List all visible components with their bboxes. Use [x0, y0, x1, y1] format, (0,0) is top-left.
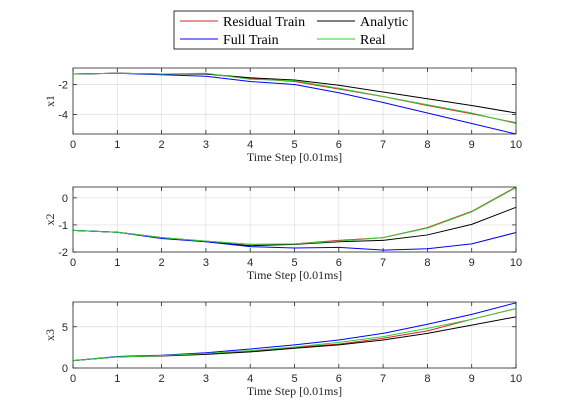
series-line-full-train — [72, 229, 517, 251]
x-tick-label: 0 — [70, 257, 76, 269]
x-tick-label: 6 — [336, 139, 342, 151]
x-tick-label: 4 — [247, 257, 253, 269]
x-tick-label: 2 — [159, 139, 165, 151]
x-tick-label: 7 — [380, 257, 386, 269]
legend-label-residual-train: Residual Train — [223, 15, 305, 30]
x-tick-label: 1 — [114, 139, 120, 151]
x-tick-label: 1 — [114, 373, 120, 385]
x-tick-label: 9 — [469, 257, 475, 269]
x-tick-label: 10 — [510, 373, 522, 385]
y-axis-label: x3 — [43, 329, 57, 341]
x-tick-label: 5 — [291, 373, 297, 385]
legend-box — [173, 10, 414, 50]
y-tick-label: 5 — [62, 322, 68, 334]
x-tick-label: 9 — [469, 139, 475, 151]
y-axis-label: x1 — [43, 95, 57, 107]
legend-label-real: Real — [360, 33, 386, 48]
x-tick-label: 7 — [380, 139, 386, 151]
x-tick-label: 1 — [114, 257, 120, 269]
axes-box — [72, 186, 517, 253]
series-line-real — [72, 308, 517, 362]
legend: Residual Train Analytic Full Train Real — [173, 10, 414, 50]
x-tick-label: 8 — [424, 257, 430, 269]
x-tick-label: 8 — [424, 139, 430, 151]
x-axis-label: Time Step [0.01ms] — [247, 384, 342, 398]
x-tick-label: 0 — [70, 373, 76, 385]
panel-x3: 0 1 2 3 4 5 6 7 8 9 10 5 0 Time Step [0.01ms] x3 — [43, 301, 522, 398]
y-tick-label: 0 — [62, 193, 68, 205]
axes-box — [72, 67, 517, 135]
y-tick-label: 0 — [62, 363, 68, 375]
y-tick-label: -2 — [58, 80, 68, 92]
x-tick-label: 5 — [291, 257, 297, 269]
axes-box — [72, 301, 517, 369]
x-axis-label: Time Step [0.01ms] — [247, 150, 342, 164]
x-tick-label: 3 — [203, 373, 209, 385]
y-tick-label: -1 — [58, 220, 68, 232]
legend-label-analytic: Analytic — [360, 15, 408, 30]
x-tick-label: 10 — [510, 257, 522, 269]
x-tick-label: 4 — [247, 373, 253, 385]
x-tick-label: 2 — [159, 373, 165, 385]
legend-label-full-train: Full Train — [223, 33, 279, 48]
x-tick-label: 2 — [159, 257, 165, 269]
x-tick-label: 7 — [380, 373, 386, 385]
panel-x2: 0 1 2 3 4 5 6 7 8 9 10 0 -1 -2 Time Step [0.01ms] x2 — [43, 186, 522, 282]
x-tick-label: 4 — [247, 139, 253, 151]
x-tick-label: 9 — [469, 373, 475, 385]
y-tick-label: -4 — [58, 110, 68, 122]
x-tick-label: 5 — [291, 139, 297, 151]
x-axis-label: Time Step [0.01ms] — [247, 268, 342, 282]
y-axis-label: x2 — [43, 214, 57, 226]
series-line-real — [72, 187, 517, 245]
panel-x1: 0 1 2 3 4 5 6 7 8 9 10 -2 -4 Time Step [0.01ms] x1 — [43, 67, 522, 164]
x-tick-label: 8 — [424, 373, 430, 385]
x-tick-label: 3 — [203, 257, 209, 269]
x-tick-label: 3 — [203, 139, 209, 151]
y-tick-label: -2 — [58, 247, 68, 259]
x-tick-label: 6 — [336, 257, 342, 269]
x-tick-label: 10 — [510, 139, 522, 151]
series-line-real — [72, 72, 517, 124]
x-tick-label: 0 — [70, 139, 76, 151]
x-tick-label: 6 — [336, 373, 342, 385]
